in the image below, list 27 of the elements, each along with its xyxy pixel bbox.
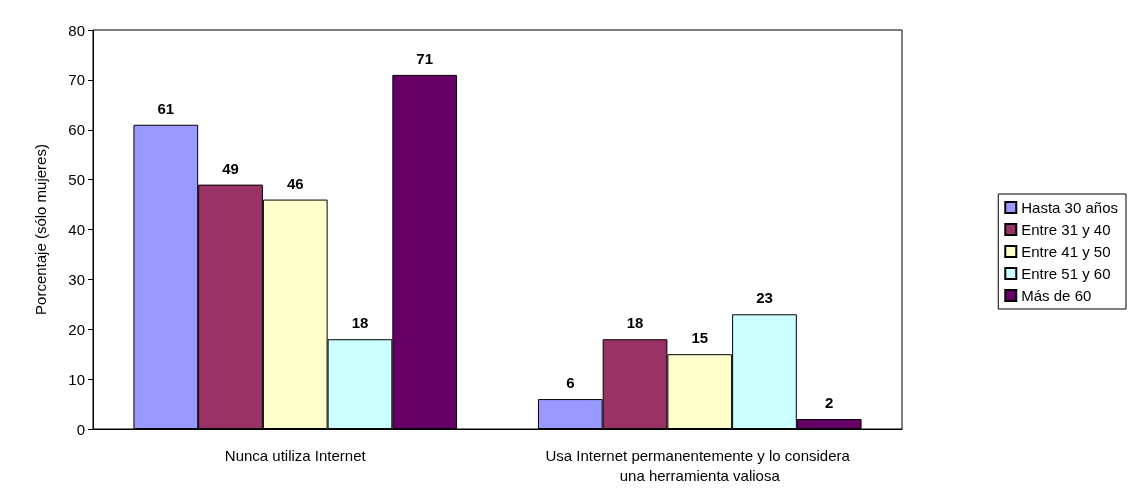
- x-tick-label: Usa Internet permanentemente y lo considera una herramienta valiosa: [545, 446, 855, 484]
- data-label: 18: [351, 314, 369, 332]
- data-label: 49: [222, 159, 239, 177]
- y-axis-title: Porcentaje (sólo mujeres): [32, 144, 49, 315]
- legend-label: Más de 60: [1021, 287, 1092, 304]
- legend-label: Entre 31 y 40: [1021, 221, 1111, 238]
- y-tick-label: 50: [68, 171, 85, 189]
- y-tick-label: 80: [68, 21, 85, 39]
- y-tick-label: 10: [68, 370, 85, 388]
- y-tick-label: 40: [68, 221, 85, 238]
- data-label: 18: [626, 314, 644, 332]
- x-tick-label: Nunca utiliza Internet: [224, 446, 367, 464]
- legend-label: Entre 41 y 50: [1021, 243, 1111, 260]
- data-label: 15: [691, 329, 709, 347]
- y-tick-label: 70: [68, 71, 85, 89]
- legend-label: Entre 51 y 60: [1021, 265, 1111, 282]
- y-tick-label: 60: [68, 121, 85, 139]
- data-label: 61: [157, 99, 175, 117]
- data-label: 6: [566, 374, 575, 392]
- data-label: 23: [756, 289, 773, 307]
- data-label: 46: [286, 174, 304, 192]
- data-label: 71: [416, 49, 434, 67]
- y-tick-label: 30: [68, 270, 85, 288]
- legend-label: Hasta 30 años: [1021, 199, 1118, 216]
- y-tick-label: 20: [68, 320, 85, 338]
- y-tick-label: 0: [76, 420, 85, 438]
- data-label: 2: [825, 394, 834, 412]
